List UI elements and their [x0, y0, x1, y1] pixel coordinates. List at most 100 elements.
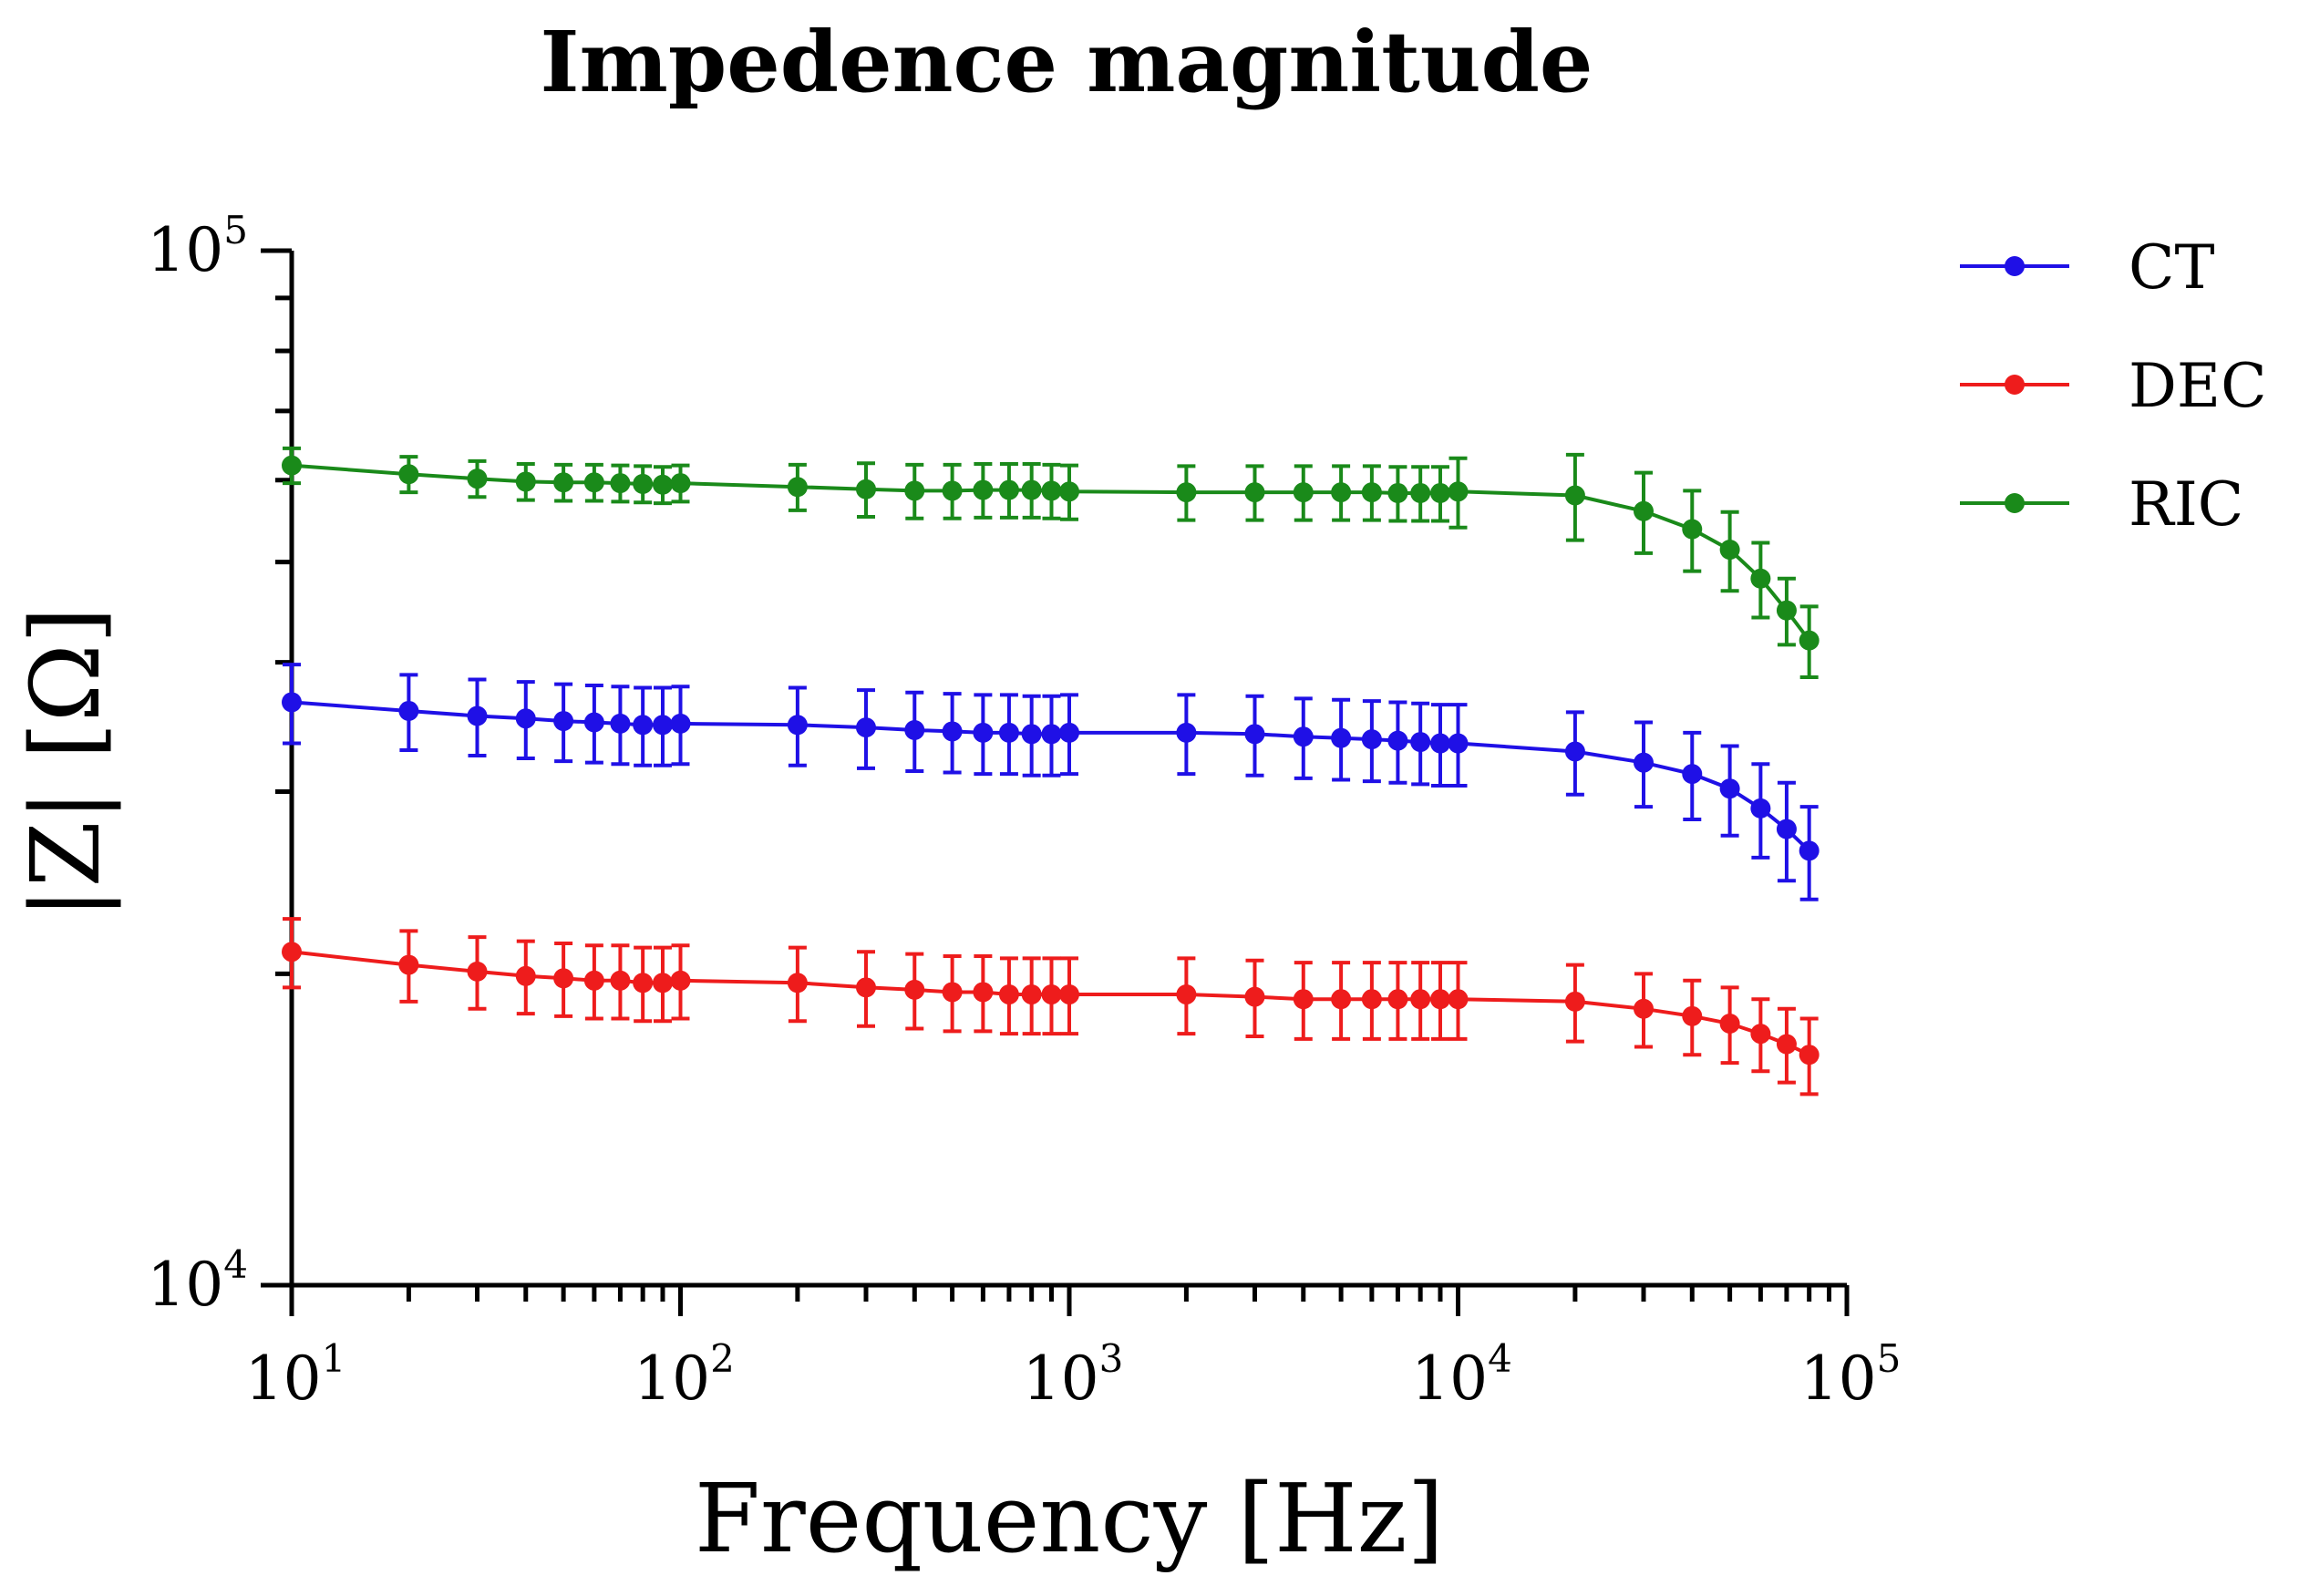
- data-point: [633, 473, 654, 494]
- data-point: [855, 479, 876, 499]
- legend-item-ct: CT: [1960, 232, 2215, 303]
- data-point: [1410, 482, 1431, 503]
- data-point: [1633, 500, 1654, 521]
- data-point: [515, 965, 536, 986]
- data-point: [787, 973, 808, 994]
- data-point: [1293, 726, 1314, 747]
- legend-item-dec: DEC: [1960, 351, 2267, 421]
- data-point: [1750, 1024, 1771, 1045]
- data-point: [553, 968, 574, 989]
- legend-item-ric: RIC: [1960, 469, 2243, 540]
- data-point: [1719, 1014, 1740, 1035]
- data-point: [1682, 519, 1703, 540]
- x-axis-ticks: 101 102 103 104 105: [245, 1285, 1902, 1414]
- data-point: [998, 722, 1019, 743]
- data-point: [398, 464, 419, 485]
- data-point: [1041, 984, 1062, 1005]
- x-tick-label: 105: [1800, 1336, 1902, 1414]
- data-point: [1429, 989, 1450, 1010]
- data-point: [1244, 986, 1265, 1007]
- data-point: [855, 717, 876, 738]
- data-point: [553, 472, 574, 493]
- data-point: [1564, 991, 1585, 1012]
- data-point: [1799, 1045, 1820, 1066]
- data-point: [973, 479, 994, 500]
- data-point: [1719, 540, 1740, 561]
- data-point: [1682, 764, 1703, 785]
- data-point: [1750, 568, 1771, 589]
- x-tick-label: 104: [1411, 1336, 1512, 1414]
- data-point: [1776, 1034, 1797, 1055]
- data-point: [1059, 481, 1079, 502]
- data-point: [1361, 729, 1382, 750]
- data-point: [1021, 724, 1042, 745]
- data-point: [670, 473, 691, 494]
- data-point: [973, 982, 994, 1003]
- data-point: [904, 720, 925, 741]
- data-point: [1021, 984, 1042, 1005]
- legend-label: CT: [2129, 232, 2215, 303]
- data-point: [1041, 480, 1062, 501]
- data-point: [787, 477, 808, 498]
- data-point: [282, 455, 302, 476]
- data-point: [282, 942, 302, 963]
- data-point: [1719, 778, 1740, 799]
- data-point: [1059, 722, 1079, 743]
- data-point: [998, 479, 1019, 500]
- series-ric: [282, 446, 1820, 679]
- data-point: [633, 973, 654, 994]
- plot-area: [282, 446, 1820, 1097]
- data-point: [1041, 724, 1062, 745]
- data-point: [1244, 482, 1265, 503]
- data-point: [652, 715, 673, 736]
- data-point: [1448, 481, 1469, 502]
- data-point: [652, 474, 673, 495]
- data-point: [1799, 840, 1820, 861]
- data-point: [610, 713, 631, 734]
- y-tick-label: 104: [147, 1242, 248, 1320]
- data-point: [583, 970, 604, 991]
- data-point: [467, 469, 488, 489]
- data-point: [1387, 730, 1408, 751]
- data-point: [942, 721, 963, 742]
- data-point: [1410, 989, 1431, 1010]
- legend-swatch-marker: [2005, 375, 2025, 395]
- data-point: [1176, 984, 1197, 1005]
- data-point: [1776, 819, 1797, 839]
- data-point: [904, 979, 925, 1000]
- y-tick-label: 105: [147, 208, 248, 285]
- data-point: [553, 711, 574, 732]
- data-point: [942, 982, 963, 1003]
- data-point: [1244, 724, 1265, 745]
- data-point: [1564, 741, 1585, 762]
- data-point: [1448, 989, 1469, 1010]
- data-point: [467, 961, 488, 982]
- data-point: [1448, 733, 1469, 754]
- data-point: [1633, 752, 1654, 773]
- data-point: [583, 472, 604, 493]
- data-point: [1776, 600, 1797, 621]
- chart-title: Impedence magnitude: [541, 13, 1593, 111]
- data-point: [515, 471, 536, 492]
- data-point: [855, 977, 876, 998]
- data-point: [1799, 630, 1820, 651]
- data-point: [1633, 998, 1654, 1019]
- legend-label: DEC: [2129, 351, 2267, 421]
- data-point: [1682, 1005, 1703, 1026]
- series-dec: [282, 917, 1820, 1097]
- data-point: [1361, 989, 1382, 1010]
- y-axis-ticks: 104 105: [147, 208, 292, 1320]
- legend-swatch-marker: [2005, 256, 2025, 276]
- data-point: [942, 480, 963, 501]
- data-point: [1361, 482, 1382, 503]
- data-point: [670, 713, 691, 734]
- data-point: [1021, 479, 1042, 500]
- data-point: [652, 973, 673, 994]
- data-point: [1387, 989, 1408, 1010]
- data-point: [1293, 989, 1314, 1010]
- data-point: [398, 700, 419, 721]
- data-point: [1176, 482, 1197, 503]
- data-point: [787, 715, 808, 736]
- data-point: [904, 480, 925, 501]
